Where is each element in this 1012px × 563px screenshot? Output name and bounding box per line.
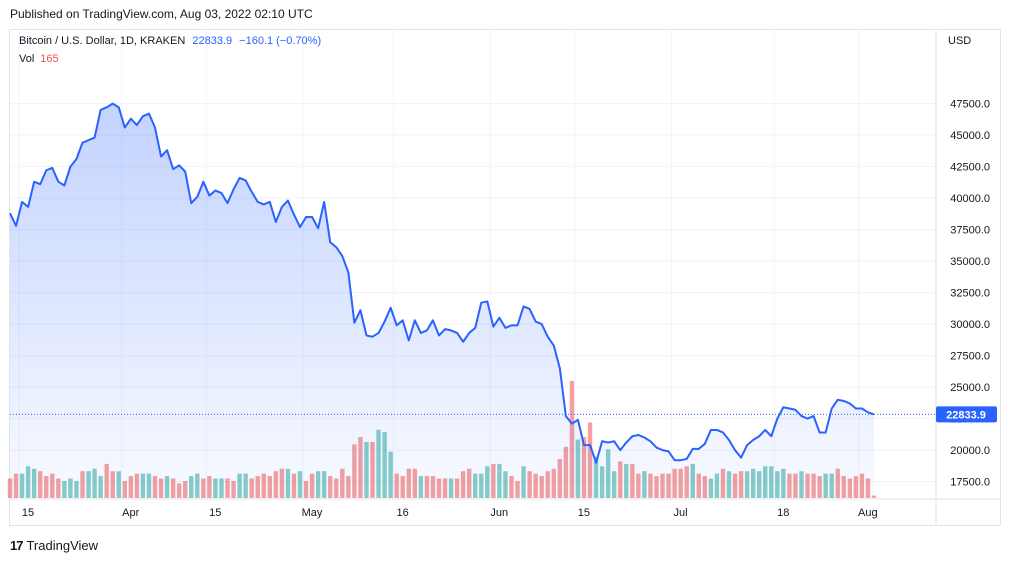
time-tick-label: 18 xyxy=(777,507,789,519)
brand-name: TradingView xyxy=(26,538,99,553)
price-tick-label: 27500.0 xyxy=(950,351,990,363)
currency-unit: USD xyxy=(948,35,972,47)
tradingview-branding[interactable]: 17 TradingView xyxy=(10,538,98,553)
symbol-title: Bitcoin / U.S. Dollar, 1D, KRAKEN xyxy=(19,35,186,47)
price-tick-label: 20000.0 xyxy=(950,445,990,457)
time-tick-label: 15 xyxy=(578,507,590,519)
time-tick-label: Jun xyxy=(490,507,508,519)
price-tick-label: 45000.0 xyxy=(950,130,990,142)
published-caption: Published on TradingView.com, Aug 03, 20… xyxy=(10,7,313,21)
last-price-value: 22833.9 xyxy=(192,35,233,47)
tradingview-logo-icon: 17 xyxy=(10,538,24,553)
symbol-legend[interactable]: Bitcoin / U.S. Dollar, 1D, KRAKEN 22833.… xyxy=(19,35,321,47)
volume-label: Vol xyxy=(19,53,35,65)
time-tick-label: 15 xyxy=(22,507,34,519)
price-tick-label: 30000.0 xyxy=(950,319,990,331)
price-tick-label: 35000.0 xyxy=(950,256,990,268)
chart-frame[interactable] xyxy=(9,29,1001,526)
price-tick-label: 17500.0 xyxy=(950,477,990,489)
price-tick-label: 47500.0 xyxy=(950,99,990,111)
price-change-value: −160.1 (−0.70%) xyxy=(239,35,322,47)
price-tick-label: 40000.0 xyxy=(950,193,990,205)
price-line xyxy=(9,102,875,464)
time-tick-label: Jul xyxy=(674,507,688,519)
price-tick-label: 37500.0 xyxy=(950,225,990,237)
price-tick-label: 25000.0 xyxy=(950,382,990,394)
volume-value: 165 xyxy=(40,53,59,65)
time-tick-label: 15 xyxy=(209,507,221,519)
price-tick-label: 42500.0 xyxy=(950,162,990,174)
time-tick-label: May xyxy=(302,507,323,519)
price-tick-label: 32500.0 xyxy=(950,288,990,300)
last-price-badge-label: 22833.9 xyxy=(946,409,986,421)
time-tick-label: Apr xyxy=(122,507,139,519)
price-area xyxy=(10,103,874,498)
time-tick-label: Aug xyxy=(858,507,878,519)
time-tick-label: 16 xyxy=(396,507,408,519)
volume-legend[interactable]: Vol 165 xyxy=(19,53,59,65)
last-price-badge xyxy=(936,406,997,423)
